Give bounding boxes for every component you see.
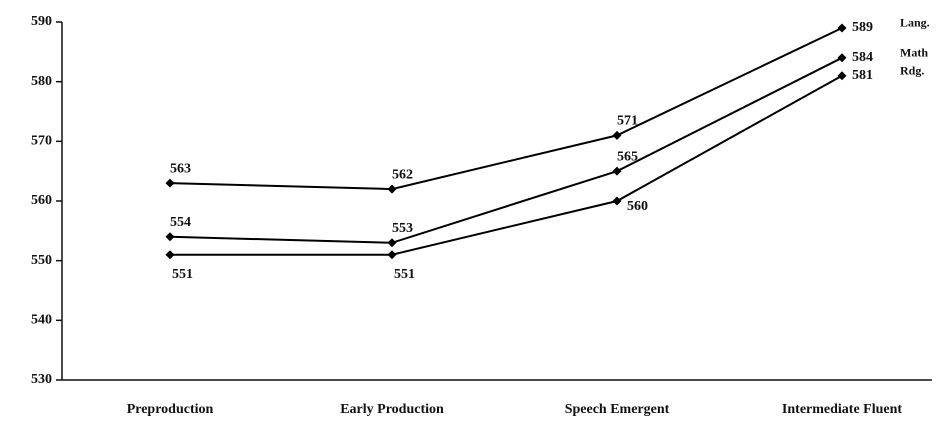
line bbox=[169, 27, 843, 191]
x-tick-label: Early Production bbox=[340, 402, 444, 417]
x-tick-label: Preproduction bbox=[127, 402, 214, 417]
marker bbox=[612, 130, 622, 140]
line bbox=[170, 74, 843, 256]
y-tick-label: 560 bbox=[31, 193, 52, 208]
marker bbox=[837, 71, 847, 81]
data-label: 553 bbox=[392, 221, 413, 236]
legend-label: Lang. bbox=[900, 16, 930, 30]
legend-label: Rdg. bbox=[900, 63, 924, 77]
marker bbox=[837, 53, 847, 63]
y-tick-label: 540 bbox=[31, 313, 52, 328]
data-label: 584 bbox=[852, 50, 873, 65]
y-tick-label: 550 bbox=[31, 253, 52, 268]
x-tick-label: Intermediate Fluent bbox=[782, 402, 902, 417]
x-tick-label: Speech Emergent bbox=[565, 402, 670, 417]
data-label: 562 bbox=[392, 167, 413, 182]
data-label: 565 bbox=[617, 149, 638, 164]
marker bbox=[612, 196, 622, 206]
marker bbox=[837, 23, 847, 33]
data-label: 589 bbox=[852, 20, 873, 35]
marker bbox=[165, 250, 175, 260]
data-label: 551 bbox=[394, 267, 415, 282]
marker bbox=[387, 184, 397, 194]
marker bbox=[387, 250, 397, 260]
legend-label: Math bbox=[900, 46, 928, 60]
y-tick-label: 580 bbox=[31, 74, 52, 89]
y-tick-label: 530 bbox=[31, 372, 52, 387]
data-label: 551 bbox=[172, 267, 193, 282]
data-label: 563 bbox=[170, 161, 191, 176]
line bbox=[169, 56, 843, 244]
data-label: 560 bbox=[627, 199, 648, 214]
y-tick-label: 570 bbox=[31, 134, 52, 149]
data-label: 554 bbox=[170, 215, 191, 230]
marker bbox=[612, 166, 622, 176]
marker bbox=[165, 178, 175, 188]
data-label: 581 bbox=[852, 68, 873, 83]
marker bbox=[165, 232, 175, 242]
y-tick-label: 590 bbox=[31, 14, 52, 29]
data-label: 571 bbox=[617, 114, 638, 129]
marker bbox=[387, 238, 397, 248]
